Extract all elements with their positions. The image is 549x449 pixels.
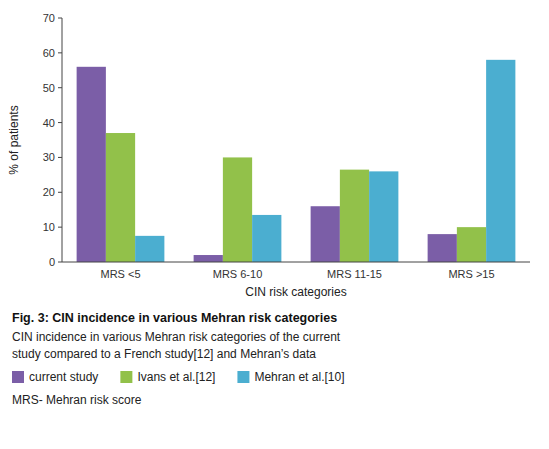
annotation: CIN incidence in various Mehran risk cat… [12,330,341,344]
bars [77,60,516,262]
legend-swatch [120,371,132,383]
y-tick-label: 50 [43,82,55,94]
x-axis-label: CIN risk categories [245,285,346,299]
legend-entry: Mehran et al.[10] [254,370,344,384]
y-tick [58,192,62,193]
legend-swatch [12,371,24,383]
bar [77,67,106,262]
y-tick [58,122,62,123]
chart: 0 10 20 30 40 50 60 70 MRS <5 MRS 6-10 MRS 11-15 MR… [0,0,549,449]
y-tick-label: 0 [49,256,55,268]
bar [106,133,135,262]
y-tick-label: 30 [43,151,55,163]
bar [369,171,398,262]
bar [252,215,281,262]
annotation: MRS- Mehran risk score [12,393,142,407]
legend: current study Ivans et al.[12] Mehran et a… [12,370,344,384]
annotation: study compared to a French study[12] and… [12,347,316,361]
bar [428,234,457,262]
y-tick [58,262,62,263]
y-tick-label: 10 [43,221,55,233]
legend-swatch [237,371,249,383]
bar [340,170,369,262]
y-tick-label: 70 [43,12,55,24]
x-tick-label: MRS >15 [448,268,494,280]
legend-entry: current study [29,370,98,384]
title: Fig. 3: CIN incidence in various Mehran … [12,311,337,325]
bar [135,236,164,262]
x-axis-line [62,262,530,263]
y-tick [58,227,62,228]
y-axis-line [62,18,63,262]
y-axis-label: % of patients [7,105,21,174]
y-tick [58,52,62,53]
x-tick-label: MRS 11-15 [327,268,382,280]
legend-entry: Ivans et al.[12] [137,370,215,384]
bar [311,206,340,262]
bar [457,227,486,262]
bar [223,157,252,262]
y-tick [58,87,62,88]
y-tick-label: 40 [43,117,55,129]
x-tick-label: MRS <5 [100,268,140,280]
y-tick [58,18,62,19]
y-tick-label: 60 [43,47,55,59]
y-tick-label: 20 [43,186,55,198]
y-tick [58,157,62,158]
x-tick-label: MRS 6-10 [213,268,263,280]
bar [194,255,223,262]
bar [486,60,515,262]
